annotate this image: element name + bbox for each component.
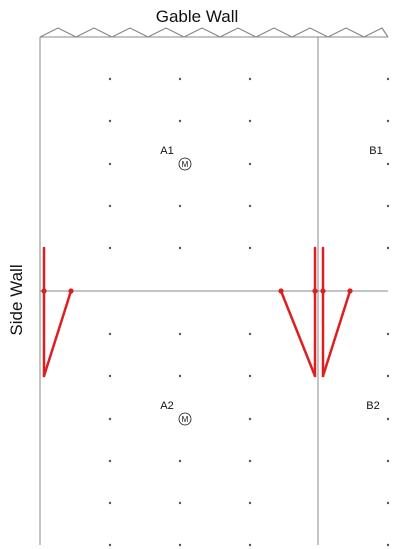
circled-m-marker-icon [178,412,192,426]
zone-b2-label: B2 [366,400,379,412]
right-left-diagonal-brace [279,289,317,378]
red-bracing-left [42,246,73,378]
zone-a2-label: A2 [160,400,173,412]
marker-a1: M [178,157,192,171]
grid-dots [108,77,390,547]
left-diagonal-brace [42,289,73,378]
joint-right-wall-b [320,288,326,294]
red-joints [41,288,353,294]
red-bracing-right [279,246,352,378]
zone-b1-label: B1 [369,145,382,157]
right-right-diagonal-brace [321,289,352,378]
circled-m-marker-icon [178,157,192,171]
side-wall-label: Side Wall [7,264,26,335]
joint-right-diagonal-end [347,288,353,294]
gable-wall-label: Gable Wall [156,7,239,26]
marker-a2-text: M [182,415,189,424]
marker-a2: M [178,412,192,426]
joint-right-wall-a [312,288,318,294]
joint-left-wall [41,288,47,294]
marker-a1-text: M [182,160,189,169]
joint-left-diagonal [68,288,74,294]
zone-a1-label: A1 [160,145,173,157]
joint-right-diagonal-start [278,288,284,294]
